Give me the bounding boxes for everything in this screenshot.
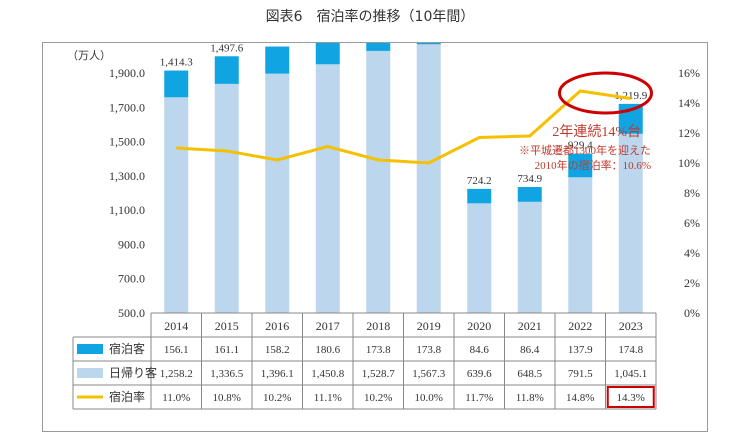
total-label: 1,414.3 xyxy=(160,57,194,69)
table-cell: 1,528.7 xyxy=(362,368,396,380)
bar-overnight-visitors xyxy=(568,153,593,178)
x-axis-tick: 2019 xyxy=(417,319,441,333)
bar-overnight-visitors xyxy=(366,43,391,51)
table-cell: 11.1% xyxy=(314,392,342,404)
left-axis-tick: 900.0 xyxy=(118,237,145,251)
left-axis-tick: 500.0 xyxy=(118,306,145,320)
table-cell: 11.7% xyxy=(465,392,493,404)
chart: （万人） 1,900.0 1,700.0 1,500.0 1,300.0 1,100.0 9… xyxy=(67,43,700,410)
left-axis-tick: 1,900.0 xyxy=(109,66,145,80)
total-label: 929.4 xyxy=(568,140,593,152)
table-cell: 1,045.1 xyxy=(614,368,647,380)
table-cell: 14.3% xyxy=(617,392,645,404)
table-cell: 173.8 xyxy=(366,344,391,356)
table-cell: 14.8% xyxy=(566,392,594,404)
right-axis-tick: 2% xyxy=(684,276,700,290)
total-label: 734.9 xyxy=(517,173,542,185)
table-cell: 158.2 xyxy=(265,344,290,356)
x-axis-tick: 2014 xyxy=(164,319,188,333)
bar-overnight-visitors xyxy=(467,188,492,204)
x-axis-tick: 2020 xyxy=(467,319,491,333)
left-axis-tick: 1,500.0 xyxy=(109,135,145,149)
table-cell: 10.2% xyxy=(364,392,392,404)
annotation-note: 2010年の宿泊率：10.6% xyxy=(535,158,651,172)
legend-label: 宿泊客 xyxy=(109,341,145,356)
right-axis-tick: 4% xyxy=(684,246,700,260)
table-cell: 1,258.2 xyxy=(160,368,193,380)
highlight-ellipse xyxy=(558,71,653,115)
legend-key-day xyxy=(77,368,103,378)
annotation-note: ※平城遷都1300年を迎えた xyxy=(519,143,651,157)
table-cell: 10.8% xyxy=(213,392,241,404)
left-axis-tick: 1,700.0 xyxy=(109,100,145,114)
table-cell: 1,567.3 xyxy=(412,368,446,380)
table-cell: 137.9 xyxy=(568,344,593,356)
left-axis-tick: 1,100.0 xyxy=(109,203,145,217)
right-axis-tick: 16% xyxy=(678,66,700,80)
right-axis-tick: 12% xyxy=(678,126,700,140)
table-cell: 639.6 xyxy=(467,368,492,380)
total-label: 1,219.9 xyxy=(614,90,648,102)
bar-day-visitors xyxy=(164,97,189,314)
total-label: 1,497.6 xyxy=(210,43,244,54)
x-axis-tick: 2021 xyxy=(518,319,542,333)
bar-overnight-visitors xyxy=(265,46,290,74)
table-cell: 86.4 xyxy=(520,344,540,356)
bar-day-visitors xyxy=(517,201,542,313)
total-label: 1,554.3 xyxy=(261,43,295,45)
x-axis-tick: 2017 xyxy=(316,319,340,333)
bar-day-visitors xyxy=(618,133,643,313)
table-cell: 84.6 xyxy=(470,344,490,356)
table-cell: 156.1 xyxy=(164,344,189,356)
annotation-headline: 2年連続14%台 xyxy=(552,123,641,140)
table-cell: 180.6 xyxy=(315,344,340,356)
page-title: 図表6 宿泊率の推移（10年間） xyxy=(265,9,475,25)
bar-overnight-visitors xyxy=(416,43,441,45)
table-cell: 1,450.8 xyxy=(311,368,345,380)
bar-day-visitors xyxy=(366,50,391,314)
table-cell: 1,396.1 xyxy=(261,368,294,380)
x-axis-tick: 2016 xyxy=(265,319,289,333)
left-axis-tick: 700.0 xyxy=(118,272,145,286)
bar-day-visitors xyxy=(467,203,492,313)
bar-overnight-visitors xyxy=(164,70,189,98)
bar-overnight-visitors xyxy=(315,43,340,65)
table-cell: 10.0% xyxy=(415,392,443,404)
table-cell: 11.0% xyxy=(162,392,190,404)
highlight-box xyxy=(606,386,655,408)
right-axis-tick: 14% xyxy=(678,96,700,110)
x-axis-tick: 2023 xyxy=(619,319,643,333)
bar-day-visitors xyxy=(416,44,441,313)
right-axis-tick: 10% xyxy=(678,156,700,170)
x-axis-tick: 2015 xyxy=(215,319,239,333)
total-label: 724.2 xyxy=(467,175,492,187)
legend-key-overnight xyxy=(77,344,103,354)
bar-day-visitors xyxy=(568,177,593,313)
table-cell: 1,336.5 xyxy=(210,368,244,380)
bar-overnight-visitors xyxy=(517,187,542,202)
left-axis-unit: （万人） xyxy=(67,49,111,62)
bar-day-visitors xyxy=(214,83,239,313)
legend-label: 日帰り客 xyxy=(109,365,157,380)
bar-day-visitors xyxy=(315,64,340,313)
right-axis-tick: 0% xyxy=(684,306,700,320)
bar-day-visitors xyxy=(265,73,290,313)
stay-rate-line xyxy=(176,89,631,165)
table-cell: 10.2% xyxy=(263,392,291,404)
legend-label: 宿泊率 xyxy=(109,389,145,404)
x-axis-tick: 2018 xyxy=(366,319,390,333)
table-cell: 648.5 xyxy=(517,368,542,380)
x-axis-tick: 2022 xyxy=(568,319,592,333)
right-axis-tick: 6% xyxy=(684,216,700,230)
left-axis-tick: 1,300.0 xyxy=(109,169,145,183)
table-cell: 161.1 xyxy=(214,344,239,356)
table-cell: 174.8 xyxy=(618,344,643,356)
table-cell: 11.8% xyxy=(516,392,544,404)
bar-overnight-visitors xyxy=(214,56,239,84)
table-cell: 173.8 xyxy=(416,344,441,356)
table-cell: 791.5 xyxy=(568,368,593,380)
right-axis-tick: 8% xyxy=(684,186,700,200)
chart-frame: （万人） 1,900.0 1,700.0 1,500.0 1,300.0 1,100.0 9… xyxy=(42,42,708,432)
